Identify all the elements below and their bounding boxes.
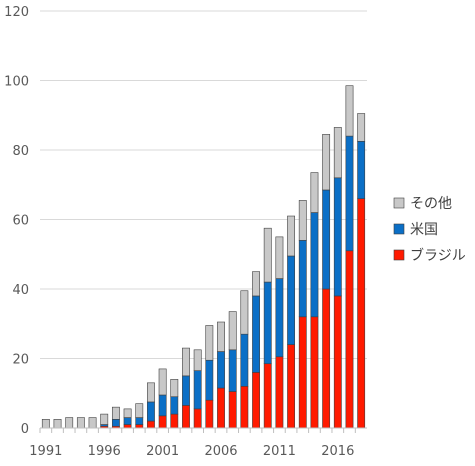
x-tick-label: 2016 [321,444,354,459]
bar-2012-ブラジル [287,344,296,429]
bar-1994-その他 [76,417,85,429]
bar-2017-ブラジル [345,250,354,429]
bar-1995-その他 [88,417,97,429]
bar-2006-その他 [217,321,225,352]
bar-2009-米国 [252,295,260,373]
bar-2013-ブラジル [298,316,307,429]
bar-2006-ブラジル [217,387,225,429]
bar-1996-その他 [100,413,109,425]
bar-2011-その他 [275,236,284,279]
legend-swatch-ブラジル [393,249,405,261]
bar-1998-ブラジル [123,424,132,429]
bar-2012-その他 [287,215,296,257]
x-tick-label: 1996 [88,444,121,459]
bar-2002-その他 [170,379,179,398]
bar-2004-米国 [193,370,202,410]
x-tick-label: 2011 [263,444,296,459]
x-tick-label: 1991 [29,444,62,459]
y-tick-label: 20 [12,353,29,368]
bar-1998-米国 [123,417,132,425]
bar-2016-米国 [333,177,342,297]
bar-2004-ブラジル [193,408,202,429]
bar-2003-その他 [182,347,190,377]
x-tick-label: 2006 [204,444,237,459]
bar-2007-その他 [228,311,237,351]
bar-2000-その他 [147,382,155,403]
bar-2014-ブラジル [310,316,319,429]
bar-2018-米国 [357,141,366,199]
bar-2010-その他 [263,227,272,283]
bar-2004-その他 [193,349,202,371]
bar-1999-ブラジル [135,424,144,429]
bar-2005-米国 [205,359,214,401]
bar-2010-米国 [263,281,272,365]
bar-1991-その他 [41,419,50,429]
bar-2017-その他 [345,85,354,137]
bar-2015-米国 [322,189,331,290]
bar-2003-米国 [182,375,190,406]
bar-2016-ブラジル [333,295,342,429]
y-tick-label: 60 [12,214,29,229]
bar-2018-ブラジル [357,198,366,429]
bar-2008-米国 [240,333,249,387]
y-tick-label: 120 [4,5,29,20]
y-tick-label: 40 [12,283,29,298]
bar-1997-その他 [111,406,120,420]
bar-2002-ブラジル [170,413,179,429]
bar-2000-米国 [147,401,155,422]
bar-2016-その他 [333,127,342,179]
bar-2001-その他 [158,368,167,396]
bar-2013-米国 [298,240,307,318]
bar-1998-その他 [123,408,132,418]
bar-2011-ブラジル [275,356,284,429]
y-tick-label: 0 [21,422,29,437]
legend-swatch-その他 [393,197,405,209]
bar-2013-その他 [298,200,307,241]
bar-1999-米国 [135,417,144,425]
bar-2006-米国 [217,351,225,389]
y-tick-label: 80 [12,144,29,159]
bar-2007-ブラジル [228,391,237,429]
bar-2001-ブラジル [158,415,167,429]
bar-2002-米国 [170,396,179,415]
legend-label: ブラジル [410,247,466,264]
bar-1993-その他 [65,417,74,429]
bar-2012-米国 [287,255,296,345]
bar-1999-その他 [135,403,144,418]
bar-2010-ブラジル [263,363,272,429]
bar-2018-その他 [357,113,366,142]
bar-2014-その他 [310,172,319,213]
legend-swatch-米国 [393,223,405,235]
bar-2005-その他 [205,325,214,361]
bar-2001-米国 [158,394,167,417]
bar-2000-ブラジル [147,420,155,429]
bar-2014-米国 [310,212,319,318]
bar-2017-米国 [345,135,354,252]
legend-label: その他 [410,196,452,212]
bar-2008-その他 [240,290,249,335]
y-tick-label: 100 [4,75,29,90]
bar-2011-米国 [275,278,284,358]
x-tick-label: 2001 [146,444,179,459]
bar-2009-ブラジル [252,372,260,429]
bar-2005-ブラジル [205,399,214,429]
bar-2007-米国 [228,349,237,392]
legend-label: 米国 [410,222,438,238]
bar-2003-ブラジル [182,405,190,429]
bar-2015-ブラジル [322,288,331,429]
bar-2015-その他 [322,134,331,191]
bar-2009-その他 [252,271,260,297]
bar-1992-その他 [53,419,62,429]
bar-1997-米国 [111,419,120,427]
bar-2008-ブラジル [240,385,249,429]
